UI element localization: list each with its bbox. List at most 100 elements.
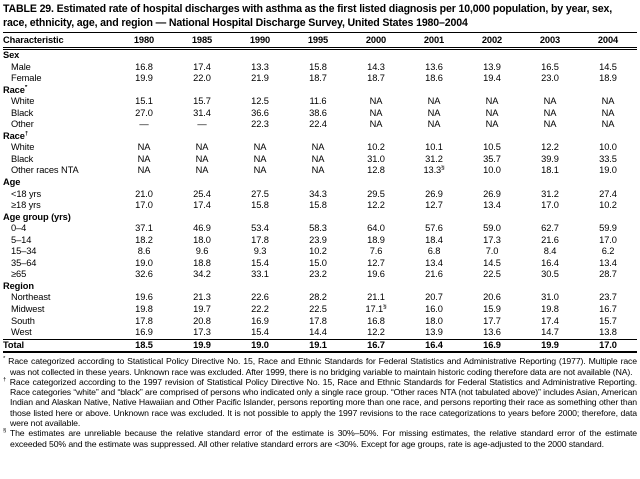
table-row: Female 19.9 22.0 21.9 18.7 18.7 18.6 19.4 23.0 18… [3,73,637,85]
cell-value [173,131,231,143]
cell-value: 20.8 [193,315,211,326]
cell-value: 19.9 [135,73,153,84]
cell-value: 16.9 [135,327,153,338]
cell-value: 19.7 [193,304,211,315]
cell-value: 16.7 [599,304,617,315]
cell-value: 21.6 [425,269,443,280]
cell-value: 17.8 [309,315,327,326]
cell-value: 22.4 [309,119,327,130]
section-row: Sex [3,49,637,62]
cell-value [463,49,521,62]
cell-value: 6.8 [427,246,441,257]
table-row: Northeast 19.6 21.3 22.6 28.2 21.1 20.7 20.6 31.… [3,292,637,304]
column-header: 1985 [191,35,213,45]
cell-value [463,177,521,189]
cell-value [173,49,231,62]
row-label: Sex [3,50,20,60]
table-row: 5–14 18.2 18.0 17.8 23.9 18.9 18.4 17.3 21.6 17.0 [3,235,637,247]
cell-value: NA [601,96,615,107]
cell-value: 17.4 [193,200,211,211]
cell-value [231,212,289,224]
table-row: White 15.1 15.7 12.5 11.6 NA NA NA NA NA [3,96,637,108]
cell-value: 58.3 [309,223,327,234]
cell-value: NA [601,107,615,118]
cell-value [579,281,637,293]
cell-value: 64.0 [367,223,385,234]
cell-value: NA [369,96,383,107]
column-header: 2004 [597,35,619,45]
cell-value: NA [195,142,209,153]
cell-value: 33.5 [599,153,617,164]
cell-value [115,281,173,293]
cell-value: 12.5 [251,96,269,107]
cell-value: — [139,119,149,130]
column-header: 1980 [133,35,155,45]
cell-value: 14.7 [541,327,559,338]
cell-value: 59.0 [483,223,501,234]
cell-value: 13.9 [425,327,443,338]
row-label: Midwest [11,304,45,315]
cell-value: 18.0 [193,234,211,245]
cell-value: 23.9 [309,234,327,245]
row-label: 35–64 [11,257,37,268]
cell-value: 23.7 [599,292,617,303]
row-label: ≥18 yrs [11,200,41,211]
cell-value: 62.7 [541,223,559,234]
cell-value: 38.6 [309,107,327,118]
table-row: Male 16.8 17.4 13.3 15.8 14.3 13.6 13.9 16.5 14.5 [3,62,637,74]
cell-value: 12.8 [367,165,385,176]
cell-value [231,177,289,189]
table-row: 35–64 19.0 18.8 15.4 15.0 12.7 13.4 14.5 16.4 13.… [3,258,637,270]
cell-value [289,49,347,62]
cell-value: 12.2 [367,200,385,211]
cell-value [405,85,463,97]
cell-value: NA [311,142,325,153]
cell-value: 16.8 [367,315,385,326]
cell-value: 14.3 [367,61,385,72]
cell-value [463,212,521,224]
row-label: Black [11,153,34,164]
footnote-symbol: † [3,376,7,383]
cell-value [289,212,347,224]
row-label: Other races NTA [11,165,79,176]
cell-value: 18.4 [425,234,443,245]
cell-value: 15.4 [251,327,269,338]
cell-value [289,281,347,293]
cell-value [405,281,463,293]
cell-value: 16.5 [541,61,559,72]
cell-value: 20.6 [483,292,501,303]
cell-value [579,212,637,224]
cell-value [173,212,231,224]
cell-value: 17.8 [135,315,153,326]
cell-value: 7.6 [369,246,383,257]
row-label: Total [3,339,25,350]
cell-value: 18.2 [135,234,153,245]
cell-value [115,49,173,62]
cell-value: 17.3 [193,327,211,338]
cell-value: 23.2 [309,269,327,280]
cell-value: NA [427,107,441,118]
cell-value [231,49,289,62]
cell-value: 16.0 [425,304,443,315]
cell-value [463,85,521,97]
cell-value [463,281,521,293]
section-row: Race* [3,85,637,97]
cell-value: NA [485,107,499,118]
cell-value: 23.0 [541,73,559,84]
section-row: Region [3,281,637,293]
table-row: 15–34 8.6 9.6 9.3 10.2 7.6 6.8 7.0 8.4 6.2 [3,246,637,258]
cell-value: 17.8 [251,234,269,245]
cell-value: 15.8 [309,61,327,72]
cell-value: NA [137,165,151,176]
table-row: ≥65 32.6 34.2 33.1 23.2 19.6 21.6 22.5 30.5 28.7 [3,269,637,281]
table-row: Black NA NA NA NA 31.0 31.2 35.7 39.9 33.5 [3,154,637,166]
cell-value: 35.7 [483,153,501,164]
cell-value [521,177,579,189]
cell-value: 21.0 [135,188,153,199]
footnote: § The estimates are unreliable because t… [3,428,637,449]
table-row: West 16.9 17.3 15.4 14.4 12.2 13.9 13.6 14.7 13.8 [3,327,637,339]
cell-value: NA [601,119,615,130]
cell-value: 36.6 [251,107,269,118]
column-header: 2001 [423,35,445,45]
cell-value: 10.1 [425,142,443,153]
